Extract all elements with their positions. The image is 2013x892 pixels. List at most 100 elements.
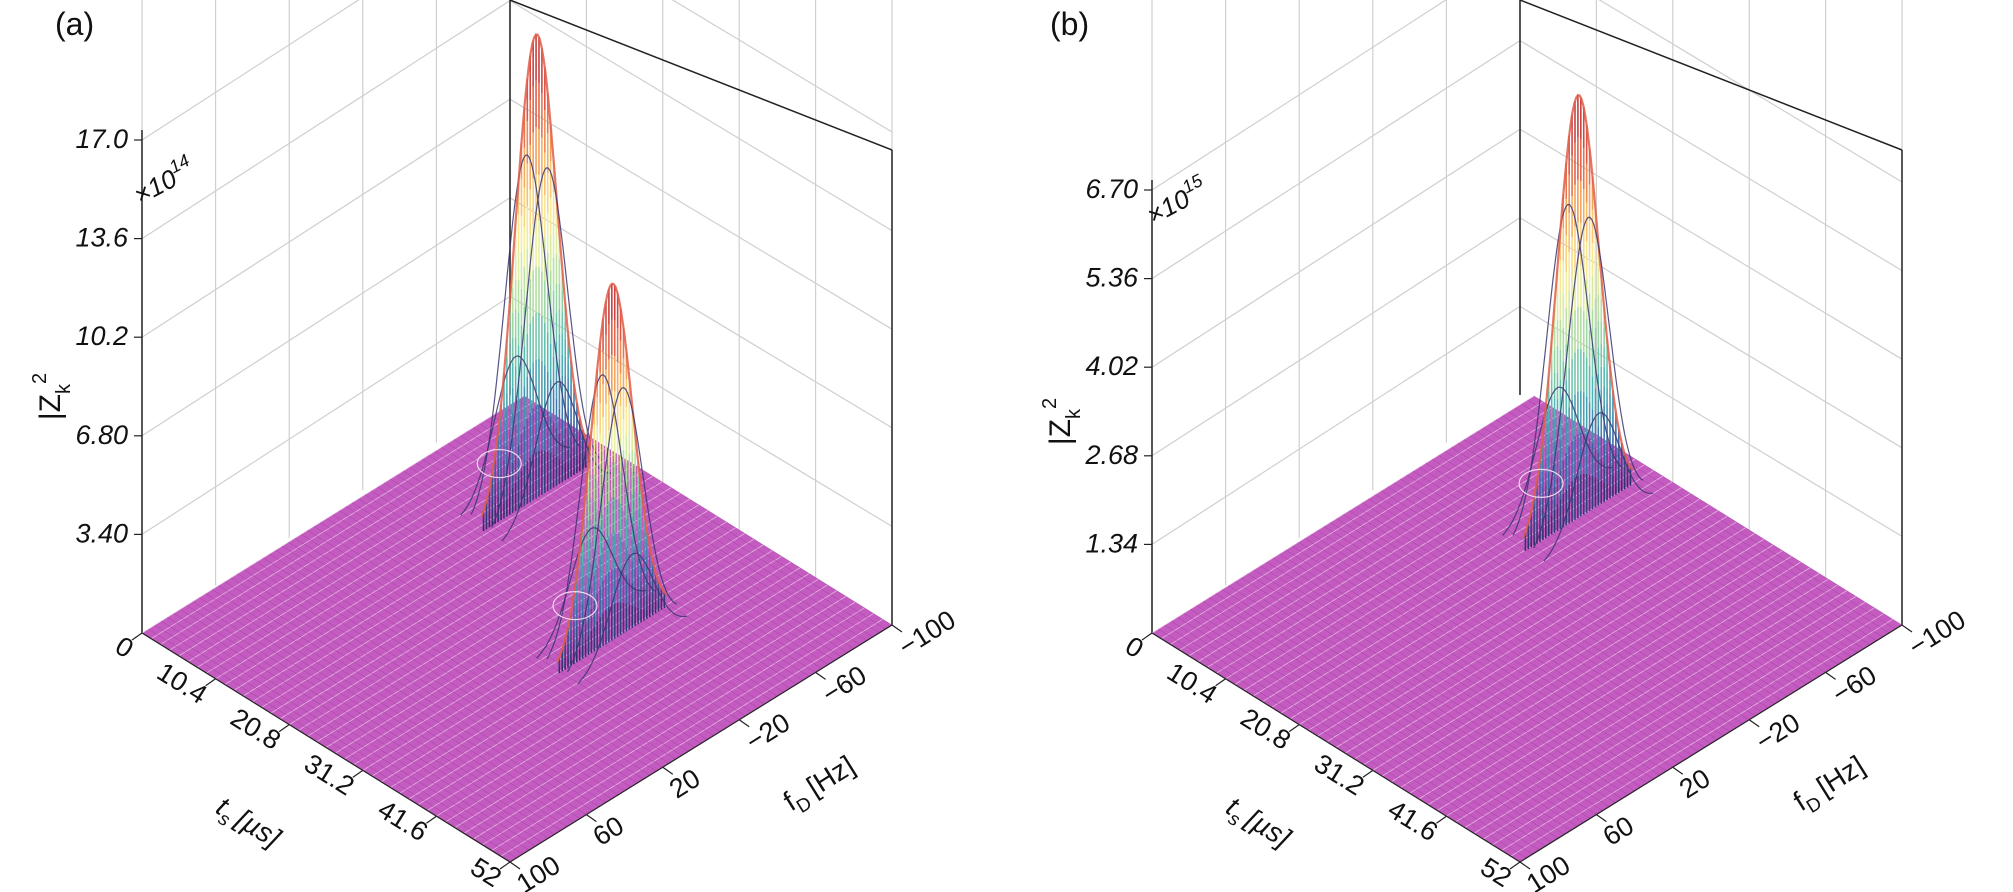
z-tick-label: 3.40: [75, 518, 128, 548]
peak-contour: [480, 33, 592, 517]
floor-mesh-line: [250, 565, 619, 796]
z-tick-label: 5.36: [1085, 263, 1139, 293]
ts-tick: [352, 769, 364, 778]
floor-mesh-line: [1272, 557, 1642, 788]
grid-line: [141, 0, 360, 141]
fd-tick-label: −60: [1827, 660, 1882, 710]
peak: [1502, 93, 1654, 562]
floor-mesh-line: [192, 601, 562, 831]
floor-mesh-line: [275, 549, 644, 780]
ts-tick: [1362, 769, 1374, 778]
floor-mesh-line: [256, 561, 625, 792]
floor-mesh-line: [294, 537, 663, 768]
fd-tick: [1748, 719, 1760, 728]
z-axis-label: |Zk2: [29, 373, 75, 420]
floor-mesh-line: [1336, 518, 1705, 748]
fd-tick-label: −100: [893, 604, 960, 662]
z-tick-label: 17.0: [75, 124, 128, 154]
ts-tick: [1215, 678, 1226, 687]
z-multiplier: ×1015: [1140, 170, 1213, 231]
ts-axis-label: ts[µs]: [1218, 791, 1297, 860]
grid-line: [509, 295, 893, 527]
fd-tick-label: 20: [664, 763, 705, 804]
fd-tick: [738, 719, 750, 728]
peak-contour: [1533, 216, 1644, 549]
peak-contour: [491, 167, 602, 528]
panel-a: 3.406.8010.213.617.0×1014|Zk2010.420.831…: [29, 0, 961, 892]
peak-contour: [1543, 412, 1654, 562]
floor-mesh-line: [307, 530, 676, 760]
grid-line: [1151, 40, 1521, 280]
fd-tick: [1672, 766, 1684, 775]
fd-axis-label: fD[Hz]: [778, 750, 863, 822]
grid-line: [1151, 0, 1447, 191]
floor-mesh-line: [1431, 458, 1801, 689]
peak-contour: [1522, 93, 1634, 539]
floor-mesh-line: [1406, 474, 1775, 705]
z-multiplier: ×1014: [127, 150, 200, 210]
fd-tick: [1901, 624, 1913, 633]
floor-mesh-line: [313, 526, 683, 756]
grid-line: [1151, 217, 1521, 457]
grid-line: [671, 0, 893, 133]
peak-contour: [577, 552, 688, 685]
floor-mesh-line: [364, 494, 733, 725]
floor-mesh-line: [237, 573, 606, 804]
floor-mesh-line: [1260, 565, 1629, 796]
floor-mesh-line: [1190, 609, 1559, 839]
floor-mesh-line: [1221, 589, 1591, 819]
floor-mesh-line: [1419, 466, 1788, 697]
floor-mesh-line: [1279, 553, 1648, 784]
surface: [141, 33, 893, 863]
peak-contour: [470, 154, 581, 515]
floor-mesh-line: [1489, 423, 1858, 653]
floor-mesh-line: [504, 407, 874, 638]
fd-tick-label: 60: [1598, 810, 1639, 851]
ts-tick: [278, 724, 290, 733]
top-edge: [509, 0, 893, 151]
fd-tick: [509, 861, 521, 870]
floor-mesh-line: [1412, 470, 1782, 701]
floor-mesh-line: [281, 545, 651, 776]
floor-mesh-line: [351, 502, 721, 732]
z-tick-label: 10.2: [75, 321, 128, 351]
floor-mesh-line: [1470, 435, 1839, 665]
floor-mesh-line: [1438, 454, 1807, 685]
floor-mesh-line: [148, 628, 517, 859]
floor-mesh-line: [1514, 407, 1884, 638]
floor-mesh-line: [224, 581, 593, 811]
floor-mesh-line: [1183, 612, 1552, 843]
fd-tick: [586, 814, 597, 823]
floor-mesh-line: [262, 557, 632, 788]
ts-axis-line: [141, 632, 511, 863]
peak-contour: [566, 387, 677, 673]
fd-axis-line: [1519, 624, 1903, 863]
peak-contour: [460, 355, 571, 516]
z-tick-label: 6.80: [75, 420, 128, 450]
ts-tick: [1436, 815, 1447, 824]
floor-mesh-line: [1361, 502, 1731, 732]
floor-mesh-line: [269, 553, 638, 784]
floor-mesh-line: [1330, 522, 1699, 752]
floor-mesh-line: [358, 498, 727, 728]
floor-mesh-line: [1393, 482, 1763, 713]
floor-mesh-line: [1291, 545, 1661, 776]
fd-tick: [1596, 814, 1607, 823]
grid-line: [141, 295, 511, 535]
z-tick-label: 1.34: [1085, 528, 1138, 558]
panel-label: (b): [1050, 6, 1089, 42]
floor-mesh-line: [205, 593, 574, 823]
panel-label: (a): [55, 6, 94, 42]
floor-mesh-line: [1234, 581, 1603, 811]
peak: [460, 33, 612, 542]
grid-line: [509, 98, 893, 330]
grid-line: [509, 0, 893, 232]
floor-mesh-line: [1374, 494, 1743, 725]
floor-mesh-line: [288, 541, 657, 772]
floor-mesh-line: [339, 510, 708, 740]
floor-mesh-line: [1196, 605, 1565, 835]
peak-contour: [1502, 386, 1612, 536]
top-edge: [1519, 0, 1903, 151]
floor-mesh-line: [371, 490, 740, 721]
